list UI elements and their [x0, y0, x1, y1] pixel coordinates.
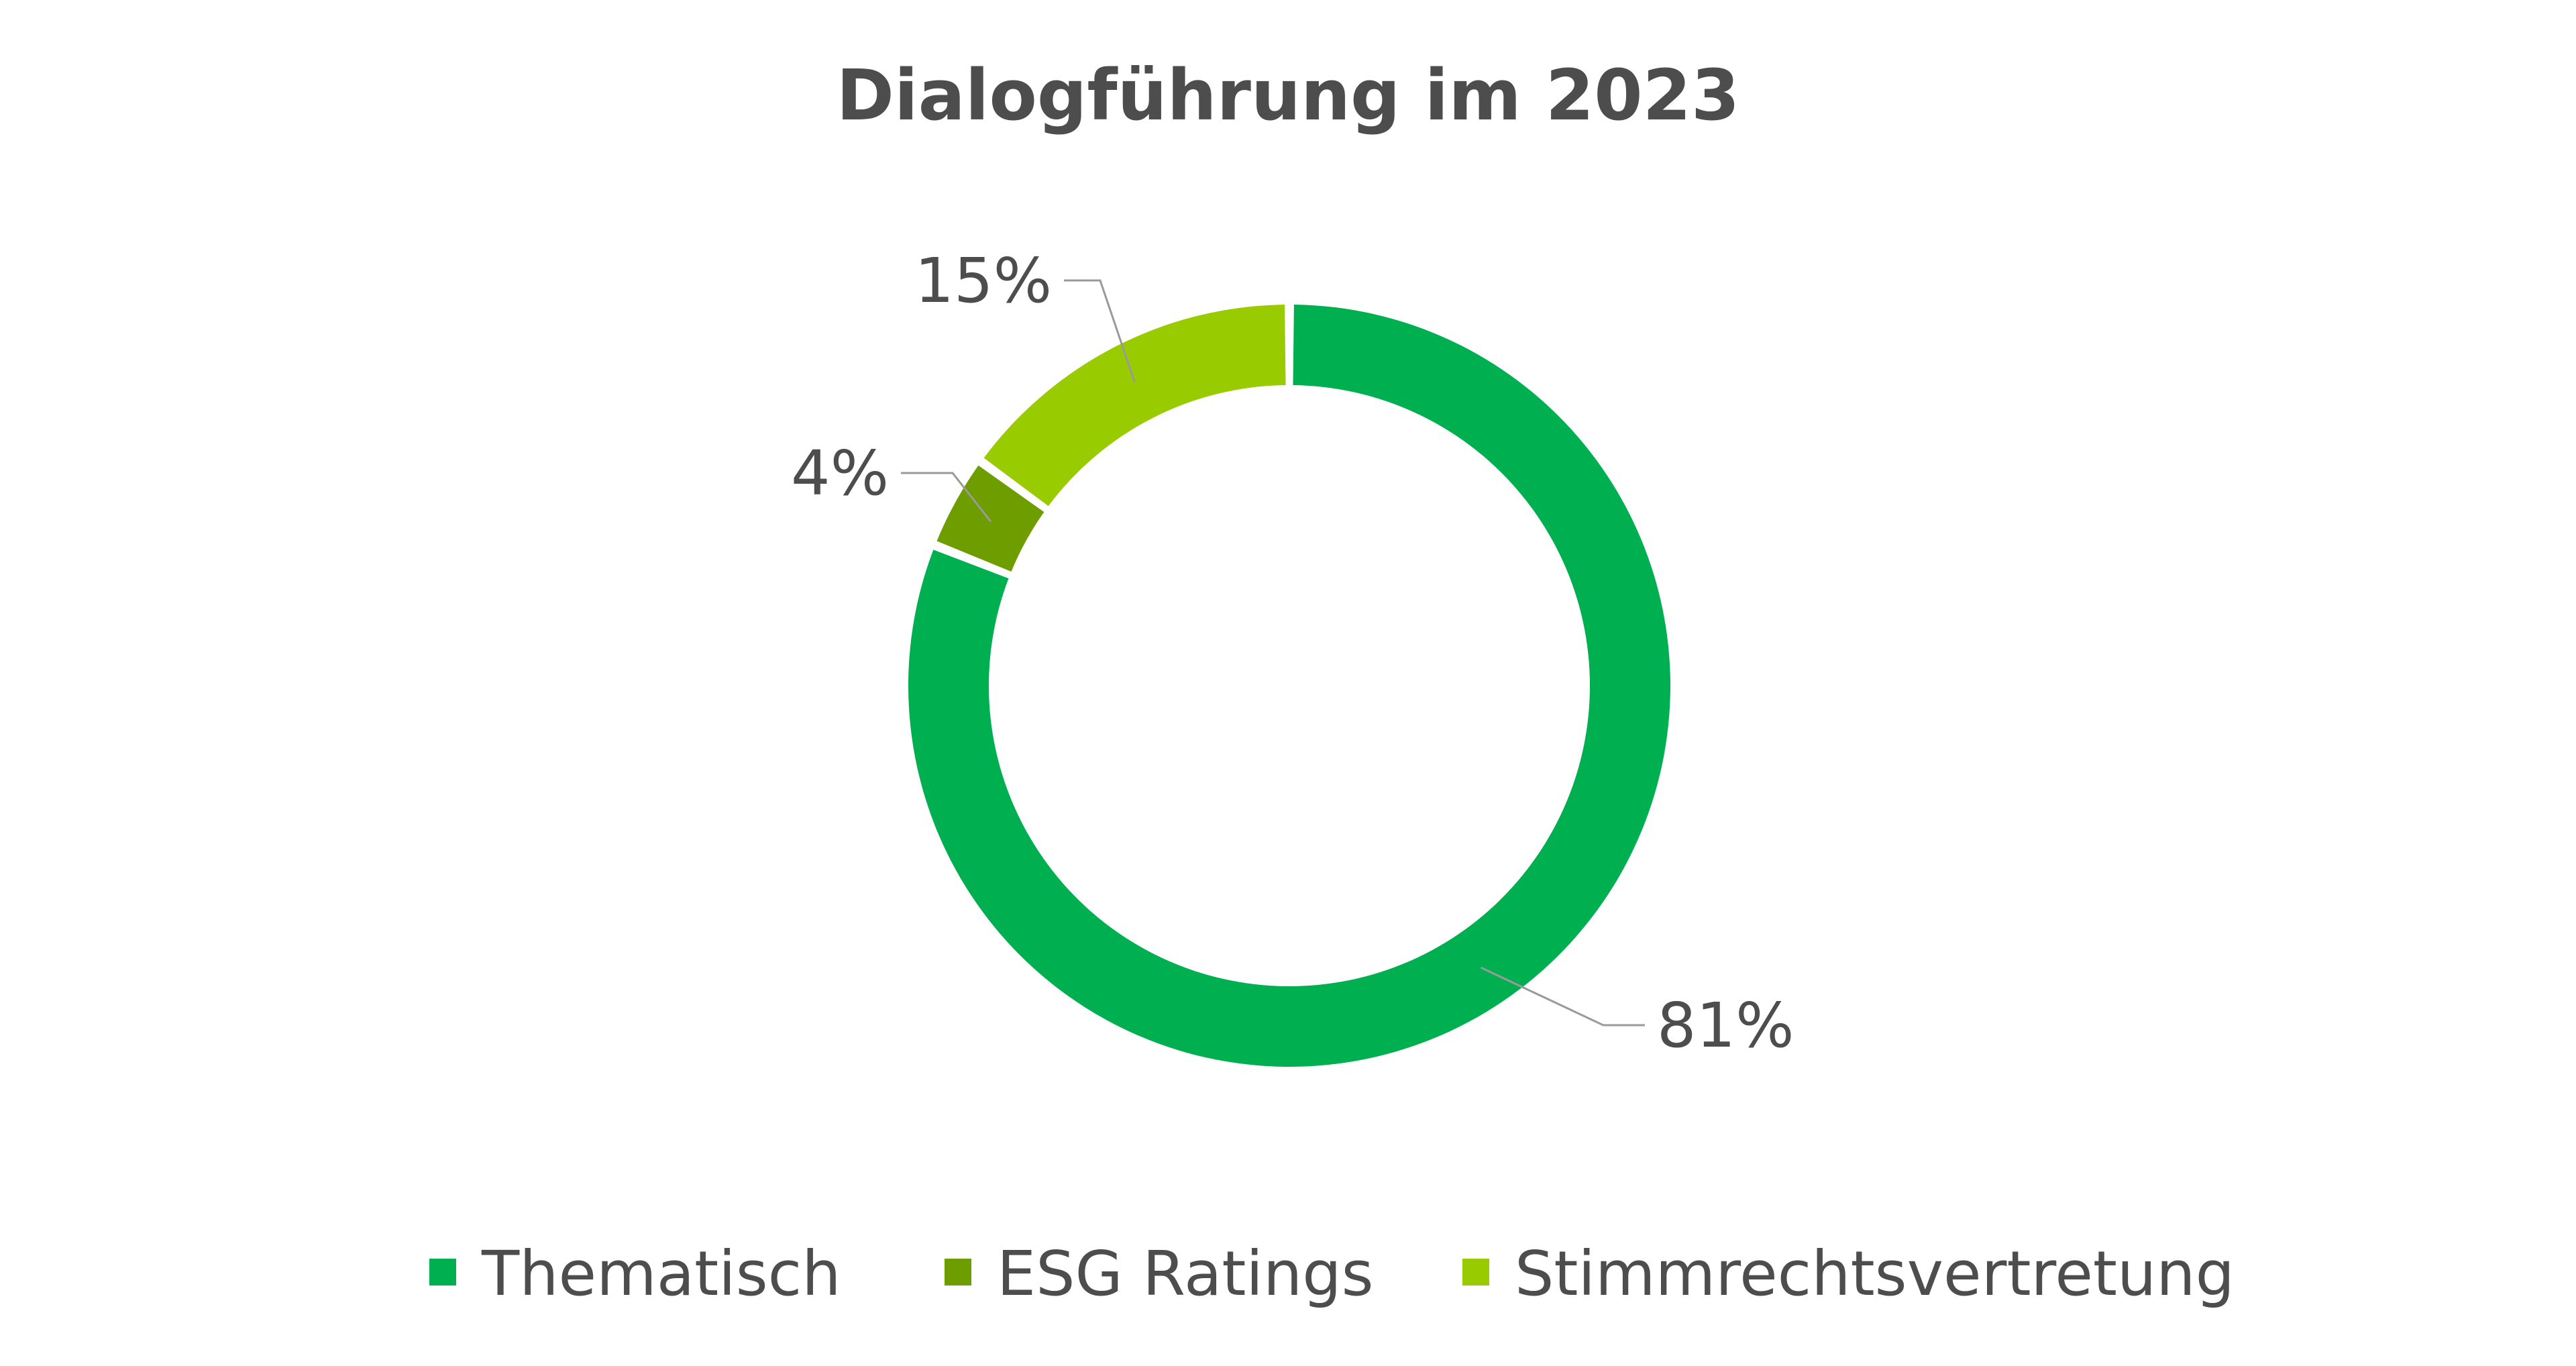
leader-line-stimmrechtsvertretung	[1064, 279, 1136, 382]
legend-swatch-thematisch	[429, 1259, 456, 1285]
legend-label-esg-ratings: ESG Ratings	[997, 1238, 1374, 1310]
data-labels: 81% 4% 15%	[791, 245, 1794, 1061]
data-label-esg-ratings: 4%	[791, 437, 889, 509]
leader-lines	[901, 279, 1645, 1027]
legend-label-stimmrechtsvertretung: Stimmrechtsvertretung	[1515, 1238, 2235, 1310]
legend-label-thematisch: Thematisch	[481, 1238, 841, 1310]
data-label-thematisch: 81%	[1657, 990, 1794, 1061]
legend: Thematisch ESG Ratings Stimmrechtsvertretu…	[429, 1238, 2235, 1310]
chart-title: Dialogführung im 2023	[837, 54, 1740, 136]
slice-stimmrechtsvertretung	[983, 305, 1286, 507]
legend-item-esg-ratings: ESG Ratings	[945, 1238, 1374, 1310]
legend-swatch-stimmrechtsvertretung	[1462, 1259, 1489, 1285]
legend-item-stimmrechtsvertretung: Stimmrechtsvertretung	[1462, 1238, 2235, 1310]
data-label-stimmrechtsvertretung: 15%	[915, 245, 1052, 317]
slice-esg-ratings	[936, 465, 1044, 572]
legend-swatch-esg-ratings	[945, 1259, 971, 1285]
legend-item-thematisch: Thematisch	[429, 1238, 841, 1310]
donut-slices	[908, 305, 1671, 1067]
leader-line-esg-ratings	[901, 472, 992, 523]
leader-line-thematisch	[1480, 966, 1645, 1027]
